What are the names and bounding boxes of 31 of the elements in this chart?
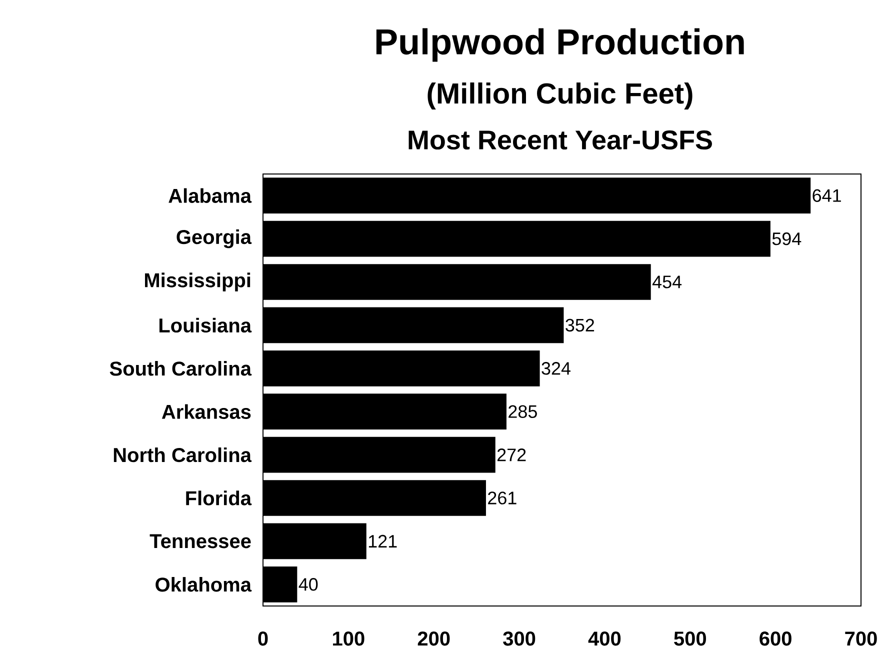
data-label: 40 [298,578,318,591]
x-tick-label: 300 [503,632,536,646]
data-label: 121 [368,534,397,548]
data-label: 641 [812,189,841,202]
chart-subtitle: (Million Cubic Feet) [428,82,692,110]
x-tick-label: 600 [760,632,792,646]
x-tick-label: 700 [845,632,877,646]
data-label: 261 [488,492,516,504]
y-tick-label: Mississippi [145,272,250,292]
y-tick-label: South Carolina [110,361,252,376]
data-label: 454 [652,276,682,288]
y-tick-label: Georgia [176,229,252,248]
x-tick-label: 400 [588,632,621,646]
text: Most Recent Year-USFS [408,130,712,150]
y-tick-label: Louisiana [159,318,252,333]
y-tick-label: Tennessee [150,534,251,548]
data-label: 272 [497,448,526,462]
data-label: 324 [542,362,570,375]
y-tick-label: North Carolina [114,447,252,462]
y-tick-label: Oklahoma [156,577,252,592]
x-tick-label: 100 [333,632,364,646]
y-tick-label: Arkansas [162,404,251,419]
chart-title: Pulpwood Production [376,28,744,62]
x-tick-label: 200 [418,632,450,646]
x-tick-label: 500 [674,632,706,646]
data-label: 285 [508,405,537,418]
y-tick-label: Alabama [168,188,252,203]
y-tick-label: Florida [186,490,252,506]
data-label: 352 [566,318,594,332]
data-label: 594 [772,232,802,246]
x-tick-label: 0 [258,632,268,646]
